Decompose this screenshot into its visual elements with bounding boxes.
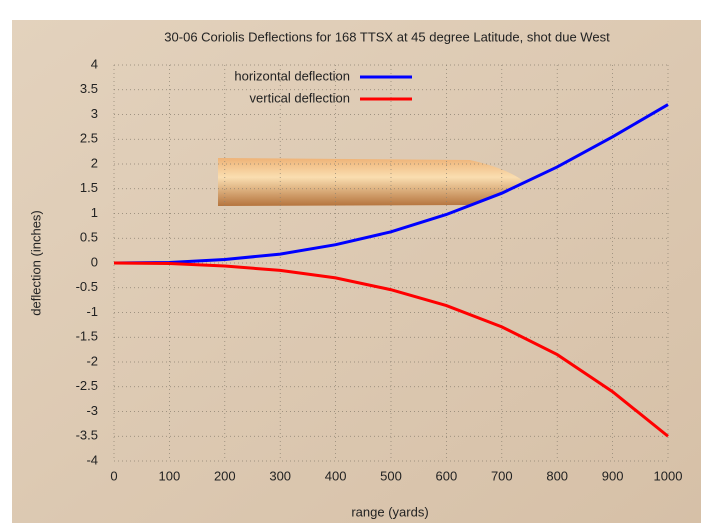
- y-tick-label: 0.5: [80, 230, 98, 245]
- y-tick-label: -1: [86, 304, 98, 319]
- y-tick-label: -4: [86, 452, 98, 467]
- y-tick-label: 4: [91, 56, 98, 71]
- x-tick-label: 300: [269, 468, 291, 483]
- x-tick-label: 200: [214, 468, 236, 483]
- y-tick-label: 0: [91, 254, 98, 269]
- series-line: [113, 261, 669, 438]
- x-tick-label: 500: [380, 468, 402, 483]
- y-tick-label: 3: [91, 106, 98, 121]
- plot-area: -4 -3.5 -3 -2.5 -2 -1.5 -1 -0.5 0 0.5 1 1.5 2 2.5 3 3.5…: [76, 56, 683, 483]
- x-tick-label: 100: [159, 468, 181, 483]
- x-tick-label: 400: [325, 468, 347, 483]
- x-tick-label: 800: [546, 468, 568, 483]
- y-tick-label: -0.5: [76, 279, 98, 294]
- legend-label: horizontal deflection: [234, 68, 350, 83]
- x-tick-label: 900: [602, 468, 624, 483]
- x-tick-label: 0: [110, 468, 117, 483]
- y-tick-label: -3.5: [76, 428, 98, 443]
- x-tick-label: 700: [491, 468, 513, 483]
- y-tick-label: 2: [91, 155, 98, 170]
- y-tick-label: 2.5: [80, 131, 98, 146]
- legend-label: vertical deflection: [250, 90, 350, 105]
- y-axis-label: deflection (inches): [28, 210, 43, 316]
- y-tick-label: 1.5: [80, 180, 98, 195]
- y-tick-label: -2.5: [76, 378, 98, 393]
- y-tick-label: 1: [91, 205, 98, 220]
- x-axis-label: range (yards): [351, 504, 428, 519]
- bullet-image: [218, 158, 522, 206]
- x-tick-label: 1000: [654, 468, 683, 483]
- y-tick-label: -3: [86, 403, 98, 418]
- y-tick-label: -2: [86, 353, 98, 368]
- chart-title: 30-06 Coriolis Deflections for 168 TTSX …: [164, 29, 610, 44]
- y-tick-label: 3.5: [80, 81, 98, 96]
- x-tick-label: 600: [436, 468, 458, 483]
- series-line: [113, 103, 669, 265]
- y-tick-label: -1.5: [76, 329, 98, 344]
- photo-bg: [12, 20, 701, 523]
